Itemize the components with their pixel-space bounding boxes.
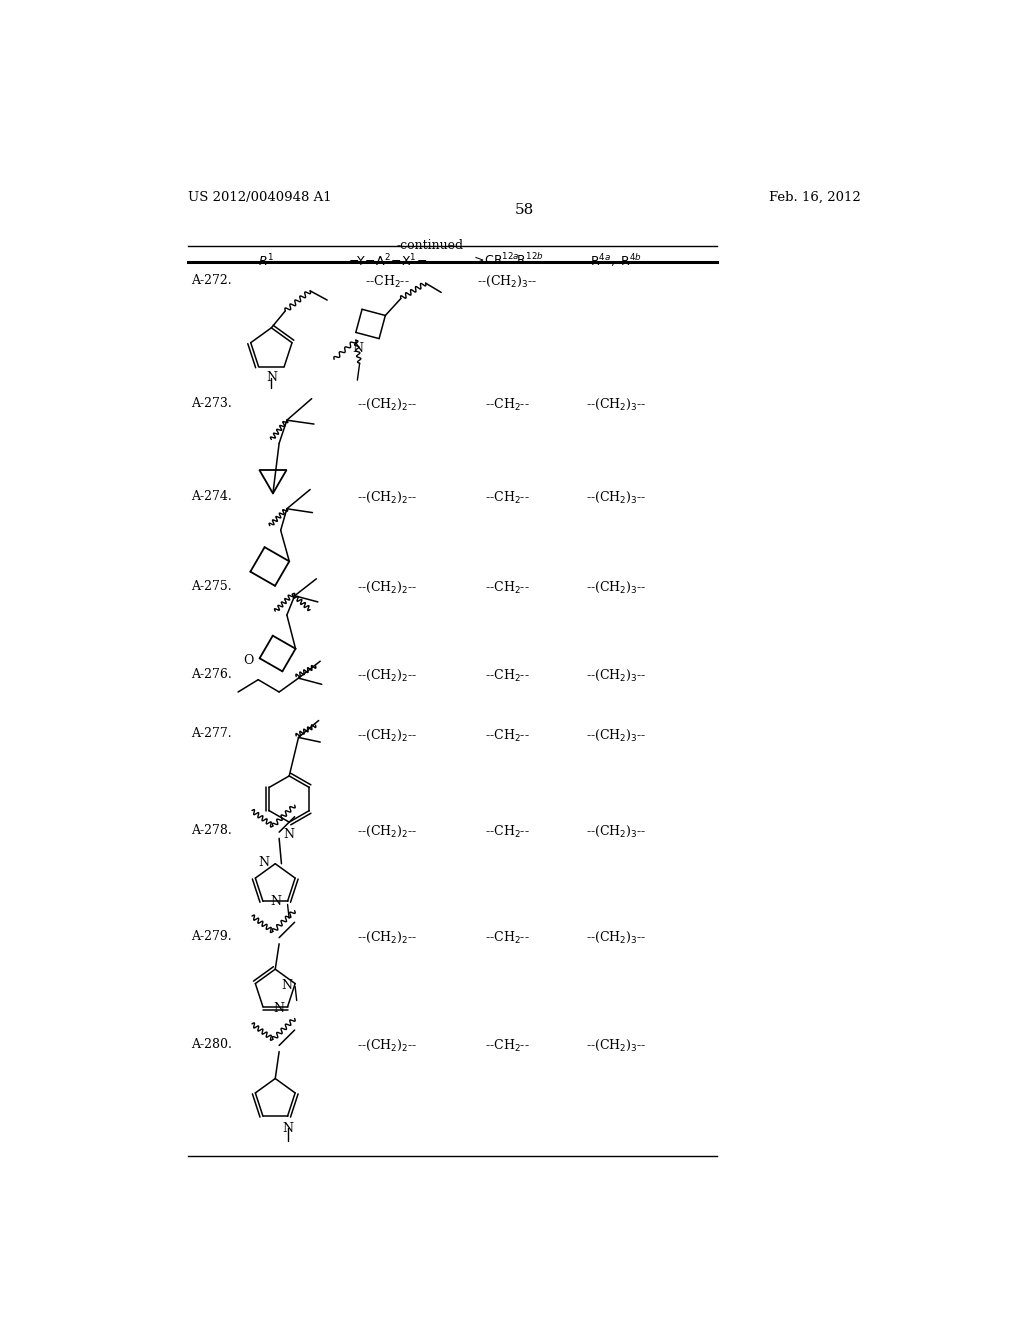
Text: $R^1$: $R^1$ [258,252,274,269]
Text: N: N [352,342,362,355]
Text: N: N [258,855,269,869]
Text: --CH$_2$--: --CH$_2$-- [485,397,530,413]
Text: -continued: -continued [396,239,464,252]
Text: --(CH$_2$)$_3$--: --(CH$_2$)$_3$-- [586,579,646,595]
Text: O: O [244,655,254,667]
Text: --(CH$_2$)$_2$--: --(CH$_2$)$_2$-- [357,668,418,684]
Text: --CH$_2$--: --CH$_2$-- [485,490,530,506]
Text: --CH$_2$--: --CH$_2$-- [485,1038,530,1053]
Text: $-\!\mathrm{Y}\!-\!\mathrm{A}^2\!-\!\mathrm{X}^1\!-$: $-\!\mathrm{Y}\!-\!\mathrm{A}^2\!-\!\mat… [348,252,427,269]
Text: --CH$_2$--: --CH$_2$-- [485,824,530,840]
Text: N: N [266,371,276,384]
Text: --(CH$_2$)$_3$--: --(CH$_2$)$_3$-- [586,490,646,504]
Text: A-274.: A-274. [191,490,232,503]
Text: A-279.: A-279. [191,929,232,942]
Text: A-273.: A-273. [191,397,232,411]
Text: --(CH$_2$)$_3$--: --(CH$_2$)$_3$-- [586,1038,646,1053]
Text: $>\!\mathrm{CR}^{12a}\!\mathrm{R}^{12b}$: $>\!\mathrm{CR}^{12a}\!\mathrm{R}^{12b}$ [471,252,544,268]
Text: A-275.: A-275. [191,579,232,593]
Text: --CH$_2$--: --CH$_2$-- [485,929,530,946]
Text: US 2012/0040948 A1: US 2012/0040948 A1 [188,191,332,203]
Text: A-272.: A-272. [191,275,232,286]
Text: A-276.: A-276. [191,668,232,681]
Text: --CH$_2$--: --CH$_2$-- [485,727,530,743]
Text: --(CH$_2$)$_2$--: --(CH$_2$)$_2$-- [357,579,418,595]
Text: $\mathrm{R}^{4a},\ \mathrm{R}^{4b}$: $\mathrm{R}^{4a},\ \mathrm{R}^{4b}$ [590,252,642,269]
Text: N: N [270,895,282,908]
Text: --CH$_2$--: --CH$_2$-- [485,668,530,684]
Text: --CH$_2$--: --CH$_2$-- [366,275,410,290]
Text: A-278.: A-278. [191,824,232,837]
Text: --(CH$_2$)$_2$--: --(CH$_2$)$_2$-- [357,397,418,412]
Text: --(CH$_2$)$_3$--: --(CH$_2$)$_3$-- [586,397,646,412]
Text: --(CH$_2$)$_2$--: --(CH$_2$)$_2$-- [357,929,418,945]
Text: N: N [282,1122,293,1135]
Text: --(CH$_2$)$_2$--: --(CH$_2$)$_2$-- [357,824,418,840]
Text: --(CH$_2$)$_2$--: --(CH$_2$)$_2$-- [357,490,418,504]
Text: --(CH$_2$)$_3$--: --(CH$_2$)$_3$-- [586,824,646,840]
Text: --(CH$_2$)$_2$--: --(CH$_2$)$_2$-- [357,727,418,743]
Text: A-280.: A-280. [191,1038,232,1051]
Text: --(CH$_2$)$_3$--: --(CH$_2$)$_3$-- [586,668,646,684]
Text: N: N [284,829,295,841]
Text: N: N [273,1002,285,1015]
Text: --(CH$_2$)$_2$--: --(CH$_2$)$_2$-- [357,1038,418,1053]
Text: 58: 58 [515,203,535,216]
Text: --(CH$_2$)$_3$--: --(CH$_2$)$_3$-- [586,727,646,743]
Text: --CH$_2$--: --CH$_2$-- [485,579,530,595]
Text: N: N [281,978,292,991]
Text: --(CH$_2$)$_3$--: --(CH$_2$)$_3$-- [586,929,646,945]
Text: Feb. 16, 2012: Feb. 16, 2012 [769,191,861,203]
Text: A-277.: A-277. [191,727,232,741]
Text: --(CH$_2$)$_3$--: --(CH$_2$)$_3$-- [477,275,538,289]
